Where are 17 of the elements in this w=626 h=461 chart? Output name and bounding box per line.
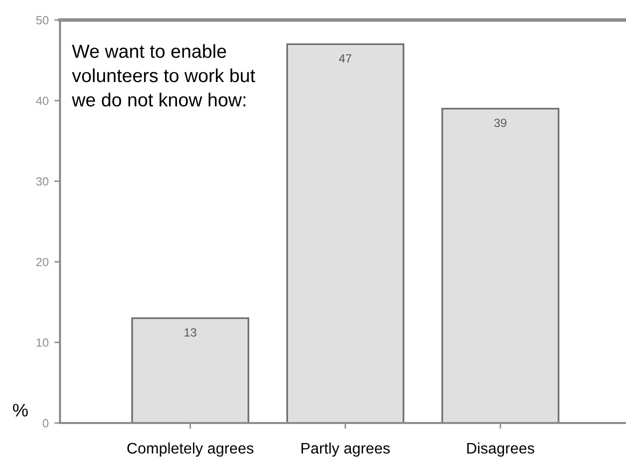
y-tick-label: 40 — [36, 96, 48, 105]
data-label: 47 — [339, 54, 352, 62]
y-tick-label: 30 — [36, 177, 48, 186]
x-tick-label: Completely agrees — [127, 442, 254, 457]
data-label: 39 — [494, 118, 506, 128]
data-label: 13 — [184, 328, 196, 337]
text: We want to enable volunteers to work but we do not know how: — [72, 44, 256, 106]
y-axis-title: % — [12, 404, 28, 416]
y-tick-label: 50 — [36, 16, 48, 24]
x-tick-label: Disagrees — [467, 442, 534, 457]
y-tick-label: 10 — [36, 338, 48, 347]
bar — [286, 43, 404, 423]
x-tick-label: Partly agrees — [302, 442, 390, 457]
y-tick-label: 0 — [42, 419, 48, 428]
bar — [441, 108, 560, 423]
y-tick-label: 20 — [36, 258, 48, 266]
bar — [131, 317, 250, 423]
